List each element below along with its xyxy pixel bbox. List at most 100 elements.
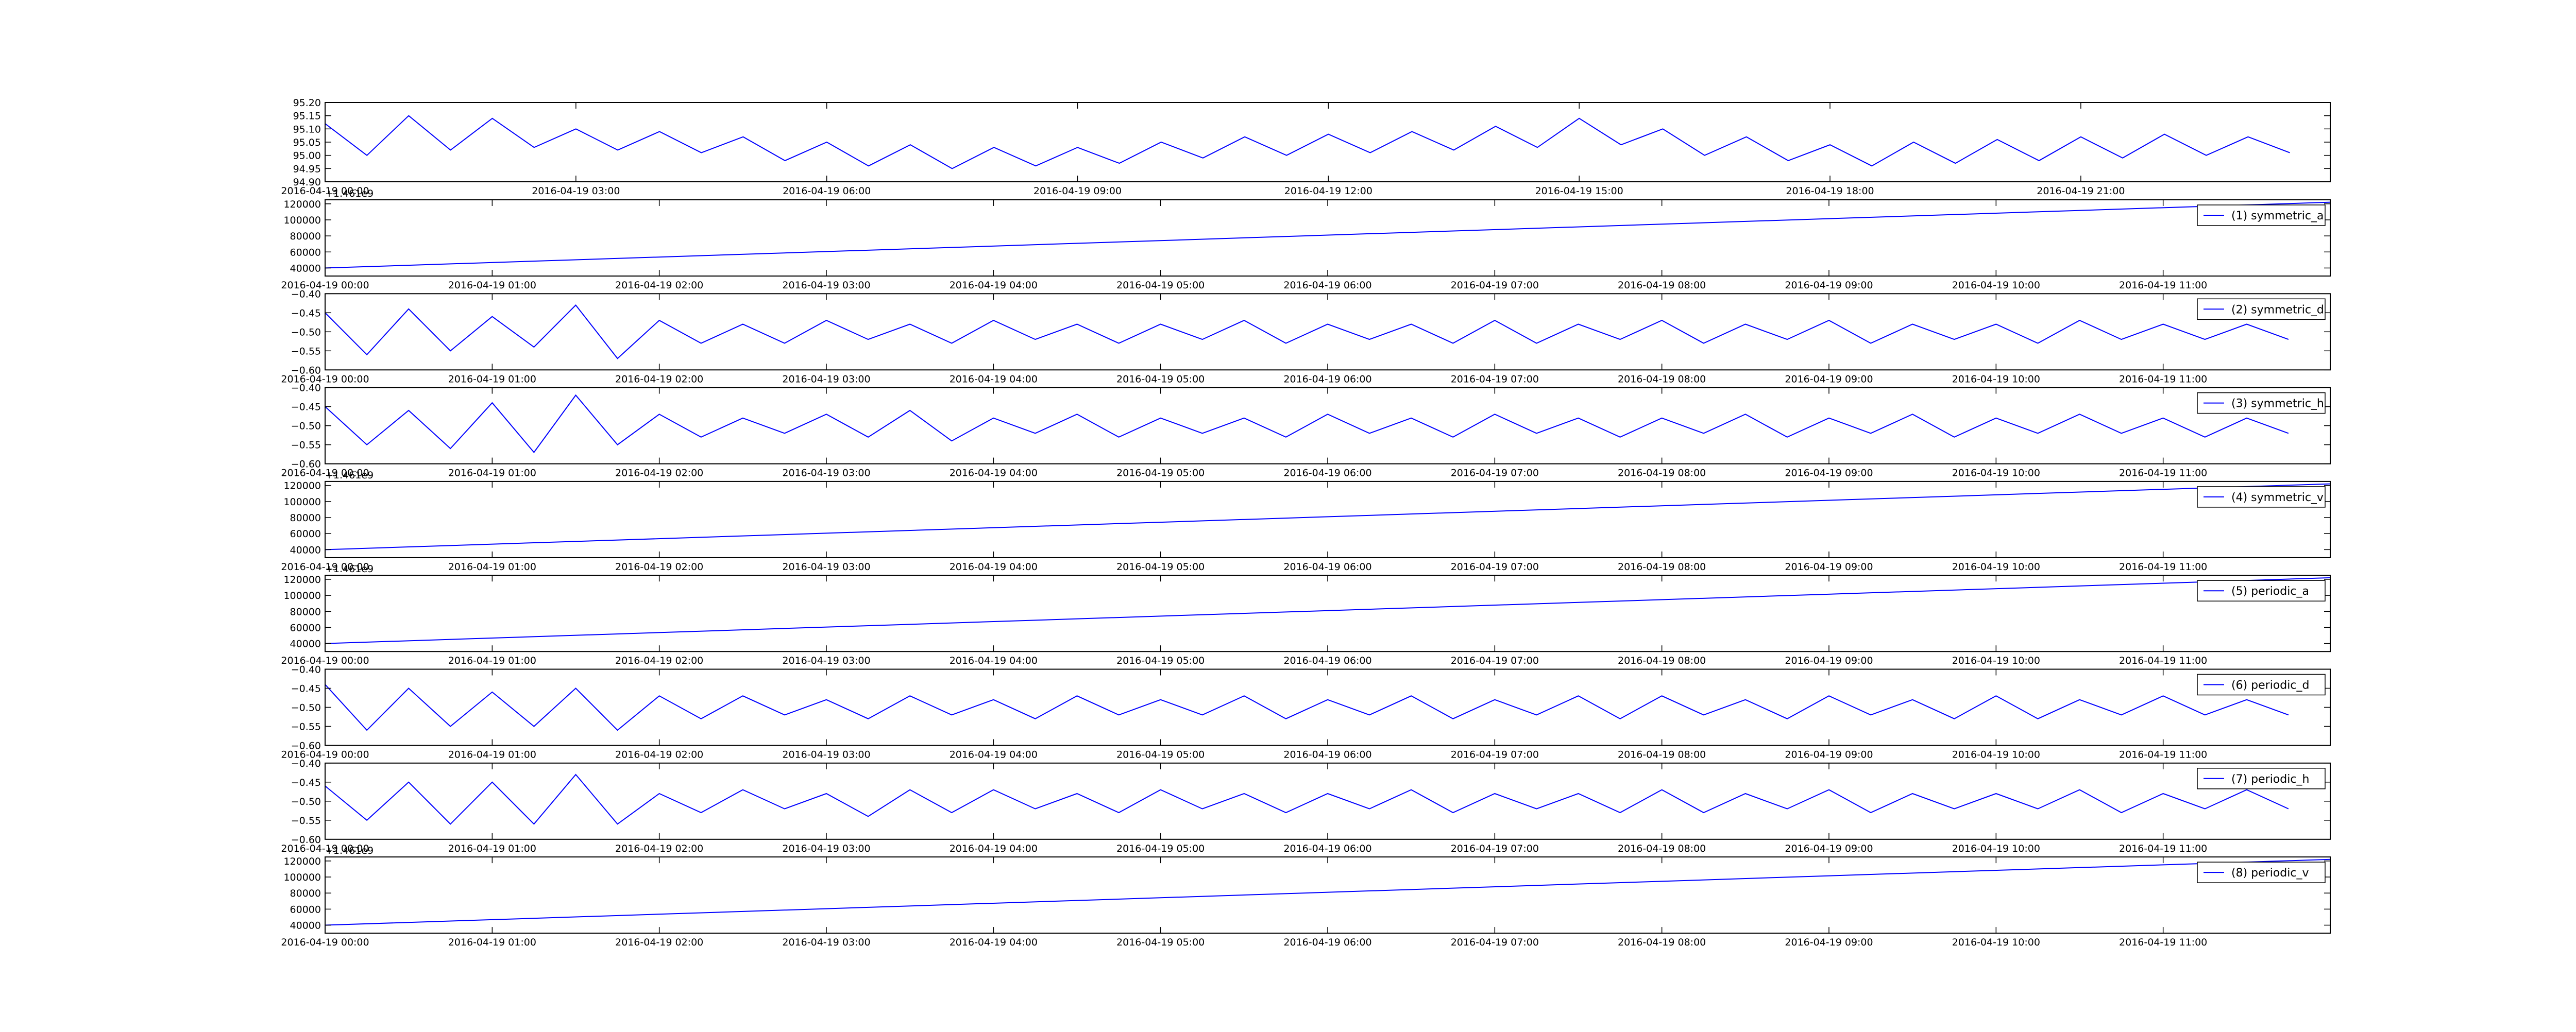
x-tick-label: 2016-04-19 10:00 [1952, 561, 2040, 573]
data-line [325, 304, 2289, 359]
y-tick-label: −0.60 [291, 834, 321, 846]
x-tick-label: 2016-04-19 08:00 [1618, 561, 1706, 573]
y-tick-label: 80000 [290, 512, 321, 524]
y-tick-label: −0.50 [291, 421, 321, 432]
y-offset-text: +1.461e9 [325, 563, 374, 575]
x-tick-label: 2016-04-19 11:00 [2119, 749, 2207, 761]
x-tick-label: 2016-04-19 03:00 [782, 749, 870, 761]
x-tick-label: 2016-04-19 03:00 [782, 468, 870, 479]
x-tick-label: 2016-04-19 21:00 [2037, 185, 2125, 197]
y-tick-label: 95.00 [293, 150, 321, 162]
y-tick-label: 95.20 [293, 97, 321, 109]
x-tick-label: 2016-04-19 01:00 [448, 937, 536, 948]
x-tick-label: 2016-04-19 08:00 [1618, 655, 1706, 666]
x-tick-label: 2016-04-19 09:00 [1785, 655, 1873, 666]
x-tick-label: 2016-04-19 10:00 [1952, 373, 2040, 385]
y-tick-label: 120000 [283, 574, 321, 586]
y-tick-label: −0.50 [291, 702, 321, 714]
x-tick-label: 2016-04-19 04:00 [950, 280, 1038, 291]
x-tick-label: 2016-04-19 03:00 [782, 561, 870, 573]
x-tick-label: 2016-04-19 07:00 [1451, 655, 1539, 666]
x-tick-label: 2016-04-19 07:00 [1451, 561, 1539, 573]
x-tick-label: 2016-04-19 06:00 [1283, 749, 1371, 761]
x-tick-label: 2016-04-19 00:00 [281, 373, 369, 385]
y-tick-label: 94.95 [293, 163, 321, 175]
y-tick-label: −0.50 [291, 326, 321, 338]
legend-label: (7) periodic_h [2231, 773, 2309, 786]
x-tick-label: 2016-04-19 00:00 [281, 280, 369, 291]
x-tick-label: 2016-04-19 02:00 [615, 561, 703, 573]
x-tick-label: 2016-04-19 09:00 [1785, 561, 1873, 573]
x-tick-label: 2016-04-19 07:00 [1451, 749, 1539, 761]
x-tick-label: 2016-04-19 02:00 [615, 280, 703, 291]
y-tick-label: 60000 [290, 528, 321, 540]
y-tick-label: −0.60 [291, 365, 321, 376]
x-tick-label: 2016-04-19 09:00 [1785, 937, 1873, 948]
y-tick-label: 60000 [290, 247, 321, 258]
legend-label: (8) periodic_v [2231, 867, 2309, 880]
x-tick-label: 2016-04-19 00:00 [281, 655, 369, 666]
y-tick-label: −0.50 [291, 796, 321, 807]
y-tick-label: −0.55 [291, 721, 321, 733]
x-tick-label: 2016-04-19 05:00 [1116, 937, 1205, 948]
data-line [325, 201, 2331, 269]
x-tick-label: 2016-04-19 11:00 [2119, 843, 2207, 854]
data-line [325, 394, 2289, 454]
x-tick-label: 2016-04-19 03:00 [782, 843, 870, 854]
x-tick-label: 2016-04-19 10:00 [1952, 843, 2040, 854]
y-tick-label: −0.60 [291, 459, 321, 470]
x-tick-label: 2016-04-19 10:00 [1952, 280, 2040, 291]
x-tick-label: 2016-04-19 01:00 [448, 749, 536, 761]
y-tick-label: 120000 [283, 856, 321, 867]
x-tick-label: 2016-04-19 10:00 [1952, 937, 2040, 948]
y-tick-label: 100000 [283, 872, 321, 883]
x-tick-label: 2016-04-19 08:00 [1618, 749, 1706, 761]
x-tick-label: 2016-04-19 01:00 [448, 561, 536, 573]
data-line [325, 773, 2289, 825]
y-tick-label: 100000 [283, 215, 321, 226]
x-tick-label: 2016-04-19 00:00 [281, 749, 369, 761]
x-tick-label: 2016-04-19 10:00 [1952, 749, 2040, 761]
data-line [325, 115, 2290, 169]
x-tick-label: 2016-04-19 05:00 [1116, 749, 1205, 761]
y-tick-label: 40000 [290, 263, 321, 274]
y-tick-label: −0.55 [291, 346, 321, 357]
y-tick-label: −0.40 [291, 664, 321, 676]
legend-label: (6) periodic_d [2231, 679, 2309, 692]
x-tick-label: 2016-04-19 18:00 [1786, 185, 1874, 197]
data-line [325, 684, 2289, 731]
y-tick-label: 95.10 [293, 124, 321, 135]
x-tick-label: 2016-04-19 06:00 [1283, 280, 1371, 291]
legend-label: (3) symmetric_h [2231, 398, 2324, 410]
legend-label: (5) periodic_a [2231, 585, 2309, 598]
x-tick-label: 2016-04-19 00:00 [281, 561, 369, 573]
y-tick-label: −0.60 [291, 741, 321, 752]
x-tick-label: 2016-04-19 08:00 [1618, 937, 1706, 948]
x-tick-label: 2016-04-19 00:00 [281, 937, 369, 948]
x-tick-label: 2016-04-19 03:00 [532, 185, 620, 197]
x-tick-label: 2016-04-19 04:00 [950, 561, 1038, 573]
x-tick-label: 2016-04-19 04:00 [950, 373, 1038, 385]
x-tick-label: 2016-04-19 11:00 [2119, 373, 2207, 385]
y-tick-label: −0.45 [291, 402, 321, 413]
x-tick-label: 2016-04-19 11:00 [2119, 561, 2207, 573]
x-tick-label: 2016-04-19 11:00 [2119, 280, 2207, 291]
x-tick-label: 2016-04-19 06:00 [783, 185, 871, 197]
y-tick-label: 80000 [290, 606, 321, 617]
y-tick-label: 94.90 [293, 177, 321, 188]
x-tick-label: 2016-04-19 05:00 [1116, 468, 1205, 479]
y-tick-label: 120000 [283, 199, 321, 210]
x-tick-label: 2016-04-19 06:00 [1283, 843, 1371, 854]
y-tick-label: −0.45 [291, 307, 321, 319]
x-tick-label: 2016-04-19 08:00 [1618, 280, 1706, 291]
legend-box [2197, 486, 2326, 508]
x-tick-label: 2016-04-19 09:00 [1785, 749, 1873, 761]
x-tick-label: 2016-04-19 03:00 [782, 373, 870, 385]
x-tick-label: 2016-04-19 01:00 [448, 655, 536, 666]
x-tick-label: 2016-04-19 02:00 [615, 843, 703, 854]
x-tick-label: 2016-04-19 05:00 [1116, 843, 1205, 854]
legend-label: (1) symmetric_a [2231, 210, 2324, 222]
y-tick-label: 80000 [290, 231, 321, 242]
